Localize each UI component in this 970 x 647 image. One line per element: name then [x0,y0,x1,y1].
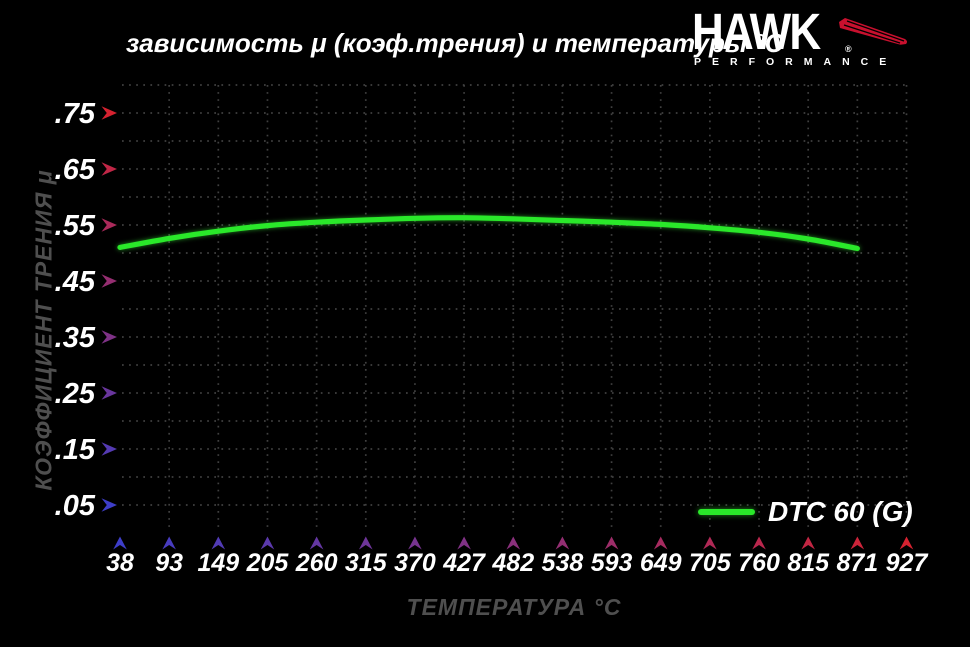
x-tick-arrow-icon [113,536,127,550]
x-tick-arrow-icon [408,536,422,550]
x-tick-label: 649 [640,549,682,577]
x-tick-label: 149 [197,549,239,577]
y-tick-label: .75 [55,98,96,130]
x-tick-arrow-icon [506,536,521,550]
y-tick-arrow-icon [101,442,117,456]
x-tick-arrow-icon [358,536,373,550]
x-tick-arrow-icon [162,536,176,550]
legend-line-swatch [698,509,755,515]
y-tick-label: .05 [55,490,96,522]
x-tick-label: 38 [106,549,134,577]
series-curve [117,215,860,252]
x-tick-arrow-icon [752,536,766,550]
y-tick-arrow-icon [101,498,117,512]
x-tick-label: 593 [591,549,633,577]
y-axis-title: КОЭФФИЦИЕНТ ТРЕНИЯ μ [30,169,57,491]
y-tick-arrow-icon [101,330,117,344]
x-tick-arrow-icon [604,536,619,550]
x-tick-label: 427 [442,549,486,577]
chart-title: зависимость μ (коэф.трения) и температур… [126,28,784,58]
y-tick-label: .55 [55,210,96,242]
y-tick-label: .65 [55,154,96,186]
x-tick-label: 760 [738,549,780,577]
x-tick-arrow-icon [211,536,226,550]
gridlines [122,84,908,531]
registered-trademark-icon: ® [845,44,852,54]
x-tick-label: 871 [836,549,878,577]
x-tick-label: 260 [295,549,338,577]
hawk-logo: HAWK ® PERFORMANCE [692,3,944,70]
y-tick-label: .35 [55,322,96,354]
x-tick-arrow-icon [801,536,815,550]
x-tick-label: 205 [246,549,290,577]
y-tick-arrow-icon [101,162,117,176]
x-tick-arrow-icon [457,536,471,550]
x-tick-label: 315 [345,549,388,577]
legend: DTC 60 (G) [698,496,913,528]
x-tick-arrow-icon [260,536,275,550]
x-tick-arrow-icon [309,536,324,550]
y-tick-label: .25 [55,378,96,410]
hawk-wordmark: HAWK [692,2,821,61]
hawk-swoosh-icon [839,18,908,45]
y-tick-arrow-icon [101,218,117,232]
y-tick-arrow-icon [101,386,117,400]
x-axis-title: ТЕМПЕРАТУРА °C [406,594,622,620]
y-tick-arrow-icon [101,274,117,288]
x-tick-label: 815 [787,549,830,577]
x-tick-arrow-icon [653,536,668,550]
x-tick-arrow-icon [850,536,865,550]
x-tick-label: 93 [155,549,183,577]
x-tick-label: 927 [886,549,929,577]
y-tick-label: .15 [55,434,96,466]
x-tick-label: 538 [542,549,584,577]
x-tick-label: 370 [394,549,436,577]
y-tick-arrow-icon [101,106,117,120]
x-tick-arrow-icon [555,536,570,550]
x-tick-label: 482 [491,549,534,577]
x-tick-arrow-icon [899,536,914,550]
legend-series-label: DTC 60 (G) [768,496,913,527]
hawk-performance-subtitle: PERFORMANCE [694,56,898,68]
x-tick-label: 705 [689,549,732,577]
x-tick-arrow-icon [703,536,717,550]
y-tick-label: .45 [55,266,96,298]
